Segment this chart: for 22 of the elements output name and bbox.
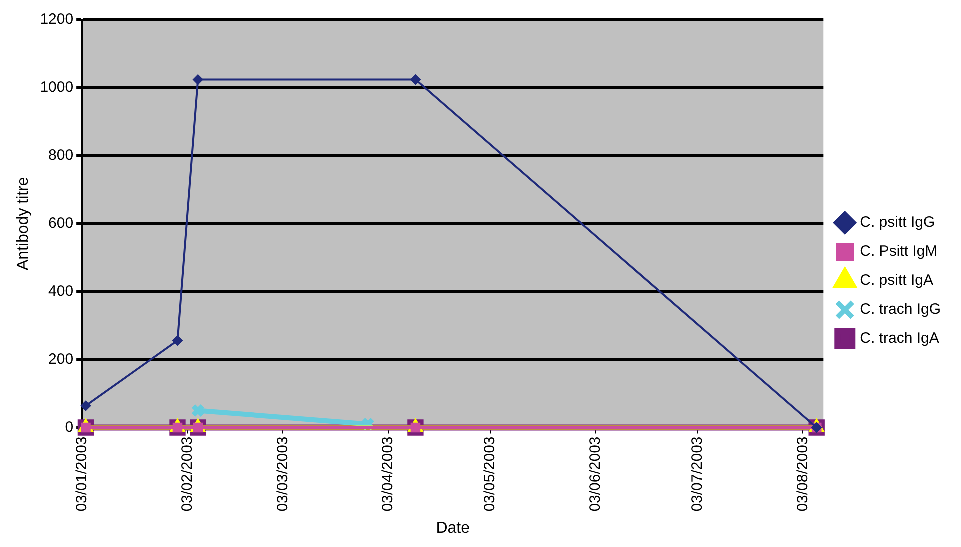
y-tick-label: 200 [48, 350, 74, 368]
y-axis-title: Antibody titre [15, 177, 32, 271]
legend-label: C. psitt IgG [860, 214, 936, 232]
legend-label: C. Psitt IgM [860, 243, 938, 260]
x-tick-label: 03/04/2003 [380, 436, 397, 512]
y-tick-label: 1000 [40, 79, 74, 96]
x-tick-label: 03/08/2003 [794, 436, 812, 512]
x-tick-label: 03/05/2003 [482, 436, 499, 512]
y-tick-label: 800 [48, 147, 74, 164]
x-tick-label: 03/03/2003 [274, 436, 292, 512]
legend-label: C. trach IgG [860, 301, 941, 318]
x-tick-label: 03/06/2003 [587, 436, 604, 512]
y-tick-label: 600 [48, 215, 74, 232]
legend-label: C. trach IgA [860, 330, 940, 348]
x-axis-title: Date [436, 520, 470, 537]
y-tick-label: 1200 [40, 11, 74, 28]
y-tick-label: 0 [65, 418, 74, 436]
y-tick-label: 400 [48, 282, 74, 300]
legend-label: C. psitt IgA [860, 272, 934, 290]
x-tick-label: 03/01/2003 [74, 436, 91, 512]
x-tick-label: 03/07/2003 [689, 436, 706, 512]
x-tick-label: 03/02/2003 [179, 436, 196, 512]
